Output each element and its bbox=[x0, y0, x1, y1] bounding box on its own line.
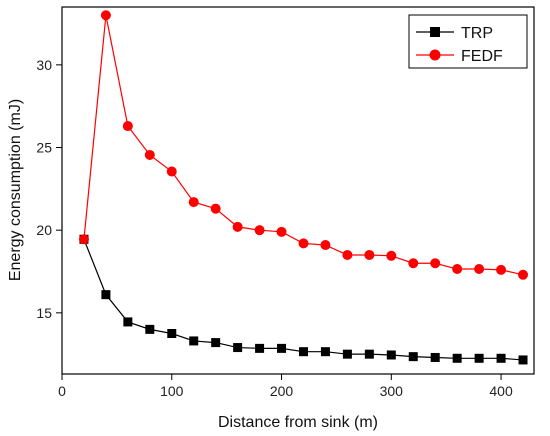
data-point-trp bbox=[364, 349, 374, 359]
data-point-fedf bbox=[386, 250, 397, 261]
data-point-trp bbox=[430, 352, 440, 362]
y-tick-label: 20 bbox=[36, 222, 52, 238]
x-tick-label: 400 bbox=[489, 383, 513, 399]
legend-trp-label: TRP bbox=[461, 25, 493, 42]
legend-fedf-label: FEDF bbox=[461, 48, 503, 65]
data-point-trp bbox=[452, 353, 462, 363]
legend-trp-marker bbox=[430, 27, 440, 37]
x-tick-label: 200 bbox=[270, 383, 294, 399]
data-point-trp bbox=[189, 336, 199, 346]
series-layer bbox=[78, 10, 529, 365]
data-point-fedf bbox=[276, 226, 287, 237]
x-tick-label: 0 bbox=[58, 383, 66, 399]
data-point-trp bbox=[233, 343, 243, 353]
data-point-trp bbox=[320, 347, 330, 357]
x-axis-title: Distance from sink (m) bbox=[218, 414, 378, 431]
data-point-trp bbox=[474, 353, 484, 363]
plot-frame bbox=[61, 6, 535, 375]
y-tick-label: 15 bbox=[36, 305, 52, 321]
data-point-fedf bbox=[320, 240, 331, 251]
data-point-fedf bbox=[188, 197, 199, 208]
data-point-trp bbox=[255, 343, 265, 353]
legend-fedf-marker bbox=[429, 49, 441, 61]
y-tick-label: 30 bbox=[36, 57, 52, 73]
data-point-trp bbox=[298, 347, 308, 357]
data-point-fedf bbox=[452, 264, 463, 275]
data-point-trp bbox=[145, 324, 155, 334]
data-point-fedf bbox=[298, 238, 309, 249]
series-line-trp bbox=[83, 239, 524, 361]
data-point-fedf bbox=[430, 258, 441, 269]
data-point-fedf bbox=[166, 166, 177, 177]
series-fedf bbox=[78, 10, 529, 280]
y-axis-title: Energy consumption (mJ) bbox=[7, 99, 24, 281]
data-point-trp bbox=[408, 352, 418, 362]
data-point-fedf bbox=[232, 221, 243, 232]
axis-ticks: 0 100 200 300 400 15 20 25 30 bbox=[36, 57, 513, 399]
data-point-fedf bbox=[518, 269, 529, 280]
data-point-fedf bbox=[342, 249, 353, 260]
data-point-trp bbox=[386, 350, 396, 360]
data-point-trp bbox=[101, 290, 111, 300]
data-point-fedf bbox=[474, 264, 485, 275]
series-trp bbox=[79, 234, 528, 365]
data-point-trp bbox=[167, 328, 177, 338]
x-tick-label: 300 bbox=[380, 383, 404, 399]
data-point-trp bbox=[211, 338, 221, 348]
data-point-fedf bbox=[254, 225, 265, 236]
data-point-trp bbox=[123, 317, 133, 327]
data-point-fedf bbox=[122, 121, 133, 132]
legend-box bbox=[408, 14, 528, 69]
data-point-trp bbox=[496, 353, 506, 363]
data-point-fedf bbox=[78, 234, 89, 245]
y-tick-label: 25 bbox=[36, 140, 52, 156]
data-point-trp bbox=[518, 355, 528, 365]
data-point-fedf bbox=[408, 258, 419, 269]
data-point-fedf bbox=[496, 264, 507, 275]
data-point-fedf bbox=[364, 249, 375, 260]
data-point-fedf bbox=[144, 149, 155, 160]
data-point-fedf bbox=[100, 10, 111, 21]
legend: TRP FEDF bbox=[408, 14, 528, 69]
data-point-trp bbox=[277, 343, 287, 353]
x-tick-label: 100 bbox=[160, 383, 184, 399]
data-point-trp bbox=[342, 349, 352, 359]
data-point-fedf bbox=[210, 203, 221, 214]
